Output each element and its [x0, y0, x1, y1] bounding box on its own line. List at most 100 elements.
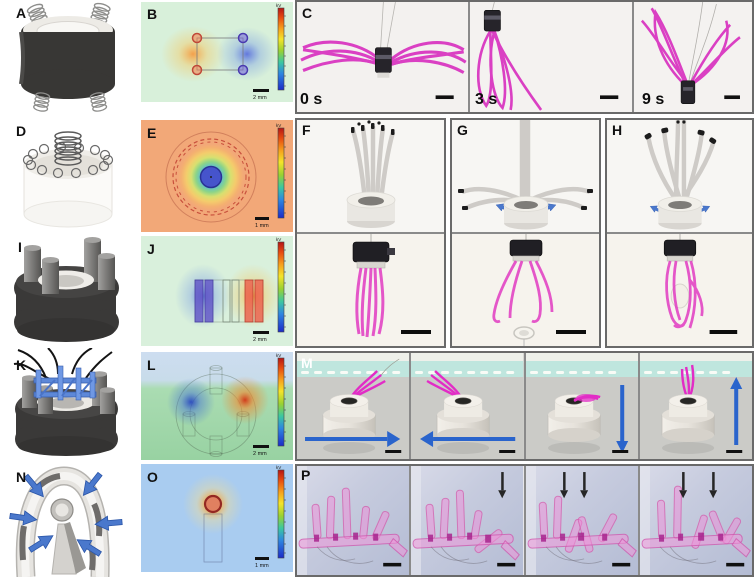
scale-bar-label: 1 mm — [255, 563, 269, 569]
spring-coil-icon — [33, 92, 51, 112]
panel-B-simulation: kV 2 mm — [141, 2, 293, 102]
pink-tube-array — [412, 489, 521, 561]
panel-C-photo-sequence — [295, 0, 754, 114]
panel-J-simulation: kV 2 mm — [141, 236, 293, 346]
scale-bar: 1 mm — [255, 217, 269, 229]
render-tentacles-curled-up — [607, 120, 752, 232]
photo-gripper-grasp — [607, 232, 752, 346]
photo-tube-array-two-pokes — [525, 466, 638, 575]
panel-label-J: J — [147, 241, 155, 257]
negative-electrodes — [237, 32, 249, 76]
panel-K-render — [0, 348, 140, 460]
panel-G-gripper — [450, 118, 601, 348]
positive-electrodes — [191, 32, 203, 76]
render-tentacles-up — [297, 120, 444, 232]
panel-label-A: A — [16, 5, 27, 21]
render-ring-actuator-springs — [0, 0, 140, 114]
panel-label-C: C — [302, 5, 313, 21]
colorbar: kV — [276, 3, 286, 91]
colorbar: kV — [276, 353, 286, 447]
photo-spool-arrow-right — [297, 353, 410, 459]
panel-P-photo-sequence — [295, 464, 754, 577]
scale-bar-label: 2 mm — [253, 95, 267, 101]
field-simulation-bar-electrodes: kV 2 mm — [141, 236, 293, 346]
photo-tube-array-rest — [297, 466, 410, 575]
colorbar-unit-label: kV — [276, 465, 281, 470]
photo-spool-arrow-up — [639, 353, 752, 459]
time-label-3s: 3 s — [475, 91, 498, 108]
poke-arrow-down-icon — [559, 472, 588, 499]
panel-O-simulation: kV 1 mm — [141, 464, 293, 572]
photo-tentacles-spread — [297, 2, 468, 112]
colorbar: kV — [276, 123, 286, 219]
panel-label-E: E — [147, 125, 157, 141]
magenta-tentacles — [641, 7, 741, 87]
panel-E-simulation: kV 1 mm — [141, 120, 293, 232]
render-gripper-closed — [297, 120, 444, 232]
panel-label-L: L — [147, 357, 156, 373]
colorbar-unit-label: kV — [276, 237, 281, 242]
direction-arrow-down-icon — [615, 385, 628, 453]
colorbar-unit-label: kV — [276, 3, 281, 8]
pink-tube-array — [527, 495, 637, 558]
scale-bar — [499, 450, 516, 453]
panel-label-F: F — [302, 122, 311, 138]
photo-spool-arrow-down — [525, 353, 638, 459]
pink-tube-array — [641, 485, 751, 558]
photo-tentacles-grasping-object — [607, 234, 752, 346]
pink-tube-array — [298, 487, 408, 558]
tentacle-tips — [644, 120, 717, 144]
field-simulation-four-electrodes: kV 2 mm — [141, 2, 293, 102]
panel-label-K: K — [16, 357, 27, 373]
panel-M-photo-sequence — [295, 351, 754, 461]
scale-bar — [724, 95, 741, 100]
magenta-tentacles — [355, 267, 385, 338]
scale-bar: 2 mm — [253, 331, 269, 343]
photo-gripper-closed — [297, 232, 444, 346]
photo-frame-9s — [632, 2, 752, 112]
render-gripper-open — [452, 120, 599, 232]
scale-bar — [385, 450, 402, 453]
scale-bar: 2 mm — [253, 445, 269, 457]
panel-label-H: H — [612, 122, 623, 138]
panel-label-B: B — [147, 6, 158, 22]
panel-label-O: O — [147, 469, 158, 485]
poke-frame-2 — [409, 466, 524, 575]
render-tentacles-splayed — [452, 120, 599, 232]
photo-tentacles-hanging-closed — [297, 234, 444, 346]
scale-bar — [611, 562, 630, 567]
positive-bar-electrodes — [244, 279, 264, 323]
poke-frame-1 — [297, 466, 410, 575]
colorbar: kV — [276, 465, 286, 559]
scale-bar-label: 1 mm — [255, 223, 269, 229]
time-label-9s: 9 s — [642, 91, 665, 108]
time-label-0s: 0 s — [300, 91, 323, 108]
panel-label-I: I — [18, 239, 22, 255]
poke-frame-3 — [523, 466, 638, 575]
direction-arrow-left-icon — [420, 431, 516, 447]
scale-bar-label: 2 mm — [253, 451, 267, 457]
scale-bar — [435, 95, 454, 100]
poke-arrow-down-icon — [678, 472, 717, 499]
panel-label-G: G — [457, 122, 468, 138]
translucent-tentacles — [646, 120, 716, 202]
scale-bar — [556, 330, 586, 334]
swim-frame-down — [523, 353, 638, 459]
scale-bar: 2 mm — [253, 89, 269, 101]
neutral-bar-outlines — [222, 279, 240, 323]
photo-tentacles-splayed-object — [452, 234, 599, 346]
photo-spool-arrow-left — [411, 353, 524, 459]
magenta-tentacles — [300, 40, 467, 74]
colorbar-unit-label: kV — [276, 123, 281, 128]
photo-tube-array-two-pokes-2 — [639, 466, 752, 575]
colorbar: kV — [276, 237, 286, 333]
electrode-post-icon — [24, 237, 101, 282]
scale-bar — [401, 330, 431, 334]
panel-label-P: P — [301, 467, 311, 483]
magenta-tentacles — [476, 30, 542, 111]
panel-D-render — [0, 118, 140, 234]
colorbar-unit-label: kV — [276, 353, 281, 358]
panel-L-simulation: kV 2 mm — [141, 352, 293, 460]
blue-lattice — [33, 365, 97, 401]
